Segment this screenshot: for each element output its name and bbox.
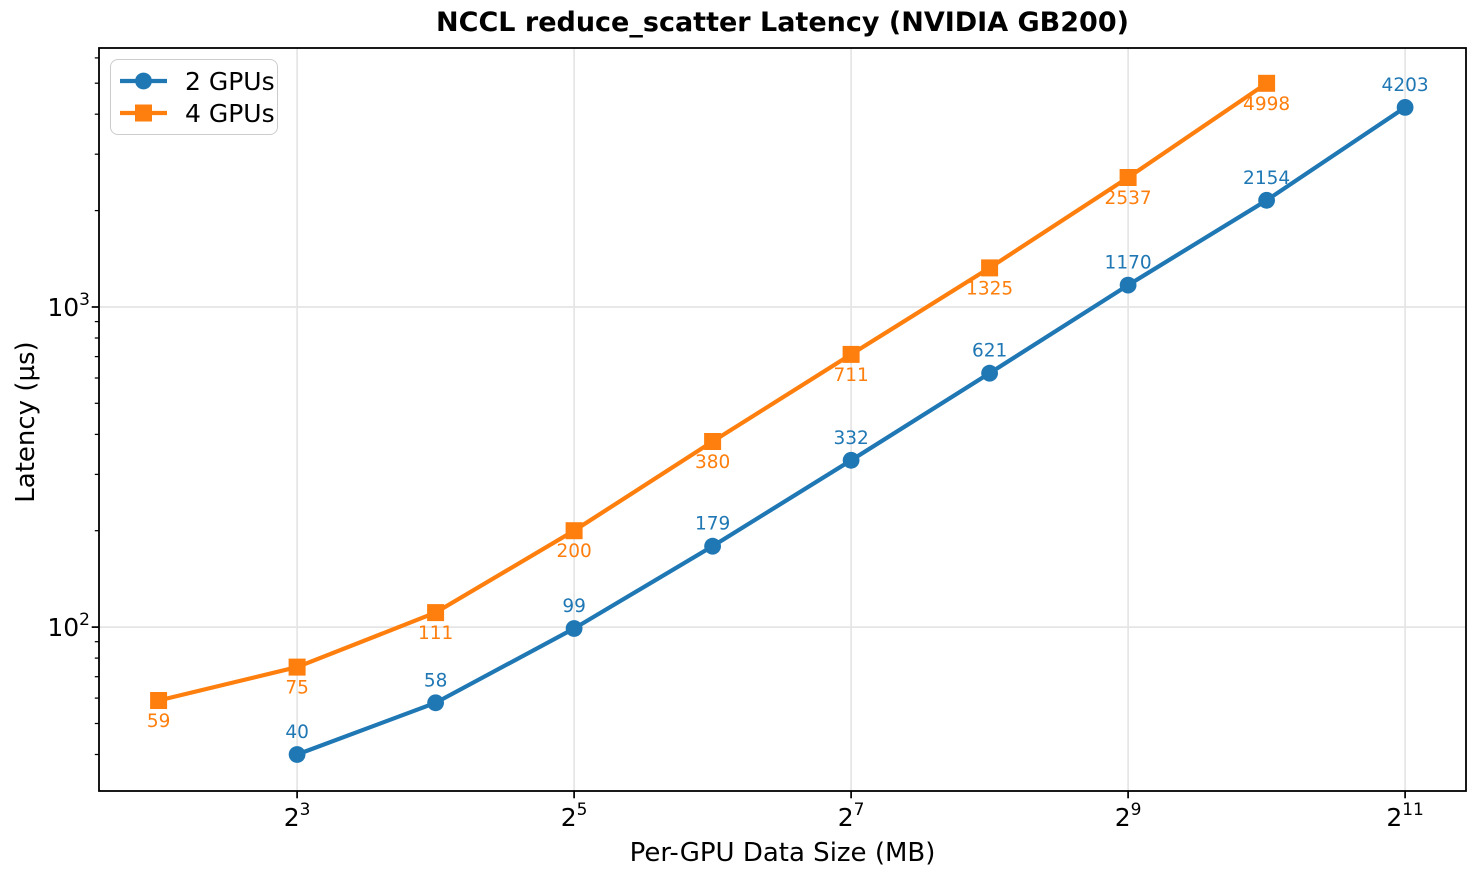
legend: 2 GPUs 4 GPUs [110, 59, 278, 135]
data-point-marker-4-gpus [842, 345, 860, 363]
plot-border [98, 47, 1467, 792]
data-point-label-2-gpus: 40 [285, 722, 309, 743]
data-point-marker-4-gpus [1119, 169, 1137, 186]
data-point-marker-2-gpus [565, 620, 583, 637]
data-point-label-4-gpus: 200 [556, 541, 591, 562]
data-point-marker-4-gpus [288, 658, 306, 676]
tick-label: 102 [47, 610, 90, 642]
data-point-marker-4-gpus [704, 433, 722, 450]
data-point-marker-2-gpus [1258, 191, 1275, 209]
tick-label: 103 [47, 290, 90, 322]
data-point-marker-2-gpus [1396, 99, 1414, 116]
data-point-marker-2-gpus [288, 746, 306, 763]
data-point-label-2-gpus: 99 [562, 596, 586, 617]
data-point-label-4-gpus: 59 [147, 711, 171, 732]
data-point-label-4-gpus: 75 [285, 678, 309, 699]
data-point-label-2-gpus: 58 [424, 670, 448, 691]
data-point-marker-4-gpus [1258, 74, 1276, 92]
data-point-label-4-gpus: 380 [695, 452, 730, 473]
data-point-label-4-gpus: 2537 [1105, 188, 1152, 209]
data-point-marker-2-gpus [427, 694, 444, 712]
data-point-marker-4-gpus [565, 522, 583, 540]
legend-swatch-circle-icon [120, 72, 167, 90]
data-point-label-2-gpus: 332 [833, 428, 868, 449]
data-point-label-2-gpus: 4203 [1382, 75, 1429, 96]
legend-label-4-gpus: 4 GPUs [185, 98, 275, 128]
data-point-marker-2-gpus [842, 451, 860, 469]
legend-label-2-gpus: 2 GPUs [185, 66, 275, 96]
data-point-label-2-gpus: 179 [695, 514, 730, 535]
legend-marker-square-icon [135, 104, 152, 122]
data-point-label-4-gpus: 1325 [966, 278, 1013, 299]
data-point-label-4-gpus: 4998 [1243, 94, 1290, 115]
tick-label: 211 [1386, 800, 1424, 832]
legend-item-2-gpus: 2 GPUs [118, 69, 277, 94]
chart-title: NCCL reduce_scatter Latency (NVIDIA GB20… [436, 7, 1129, 38]
data-point-label-2-gpus: 1170 [1105, 253, 1152, 274]
tick-label: 23 [284, 800, 311, 832]
data-point-label-4-gpus: 711 [833, 365, 868, 386]
data-point-marker-4-gpus [427, 604, 445, 622]
data-point-marker-2-gpus [704, 537, 721, 555]
data-point-marker-2-gpus [1119, 276, 1137, 294]
data-point-label-2-gpus: 2154 [1243, 168, 1290, 189]
tick-label: 29 [1115, 800, 1142, 832]
y-axis-label: Latency (µs) [11, 341, 41, 503]
data-point-label-4-gpus: 111 [418, 623, 453, 644]
series-line-4-gpus [156, 81, 1269, 703]
tick-label: 25 [561, 800, 588, 832]
data-point-marker-2-gpus [981, 364, 998, 382]
x-axis-label: Per-GPU Data Size (MB) [629, 838, 936, 868]
data-point-marker-4-gpus [981, 259, 999, 277]
legend-swatch-square-icon [120, 104, 167, 122]
legend-marker-circle-icon [135, 72, 152, 90]
tick-label: 27 [838, 800, 865, 832]
data-point-label-2-gpus: 621 [972, 341, 1007, 362]
data-point-marker-4-gpus [150, 692, 168, 709]
legend-item-4-gpus: 4 GPUs [118, 101, 277, 126]
